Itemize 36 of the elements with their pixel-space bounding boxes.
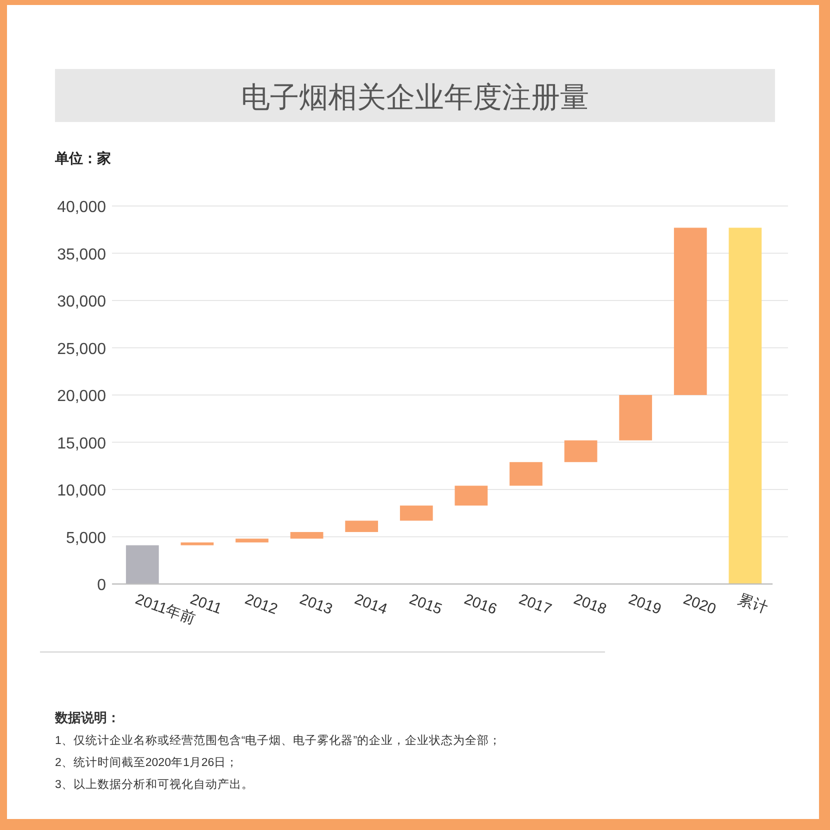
text: 1、仅统计企业名称或经营范围包含“电子烟、电子雾化器”的企业，企业状态为全部； xyxy=(55,733,502,747)
bar xyxy=(345,520,378,532)
text: 2、统计时间截至2020年1月26日； xyxy=(55,755,238,769)
bar xyxy=(564,440,598,462)
text: 数据说明： xyxy=(54,710,120,725)
x-tick-label: 2020 xyxy=(681,590,718,618)
x-tick-label: 2019 xyxy=(626,590,664,618)
y-tick-label: 15,000 xyxy=(57,435,106,452)
bar xyxy=(400,506,433,521)
x-tick-label: 2014 xyxy=(352,590,390,618)
bar xyxy=(728,228,762,584)
y-tick-label: 0 xyxy=(97,577,106,594)
y-tick-label: 5,000 xyxy=(66,530,106,547)
y-tick-label: 40,000 xyxy=(57,199,106,216)
bar xyxy=(180,542,214,546)
y-tick-label: 20,000 xyxy=(57,388,106,405)
bar xyxy=(236,538,268,542)
y-tick-label: 30,000 xyxy=(57,294,106,310)
bar xyxy=(619,395,652,440)
x-tick-label: 2013 xyxy=(297,590,335,618)
bar xyxy=(674,228,707,395)
bar xyxy=(290,532,324,539)
x-tick-label: 2017 xyxy=(516,590,554,618)
y-tick-label: 25,000 xyxy=(57,340,106,358)
y-axis-title: 单位：家 xyxy=(54,150,111,166)
chart-title: 电子烟相关企业年度注册量 xyxy=(241,82,589,114)
bar xyxy=(510,462,542,486)
x-tick-label: 累计 xyxy=(736,590,770,618)
x-tick-label: 2012 xyxy=(242,590,280,618)
x-tick-label: 2016 xyxy=(462,590,500,618)
y-tick-label: 10,000 xyxy=(57,482,106,500)
bar xyxy=(454,486,488,506)
x-tick-label: 2015 xyxy=(407,590,444,618)
y-tick-label: 35,000 xyxy=(57,246,106,264)
text: 3、以上数据分析和可视化自动产出。 xyxy=(55,777,254,791)
x-tick-label: 2018 xyxy=(571,590,609,618)
